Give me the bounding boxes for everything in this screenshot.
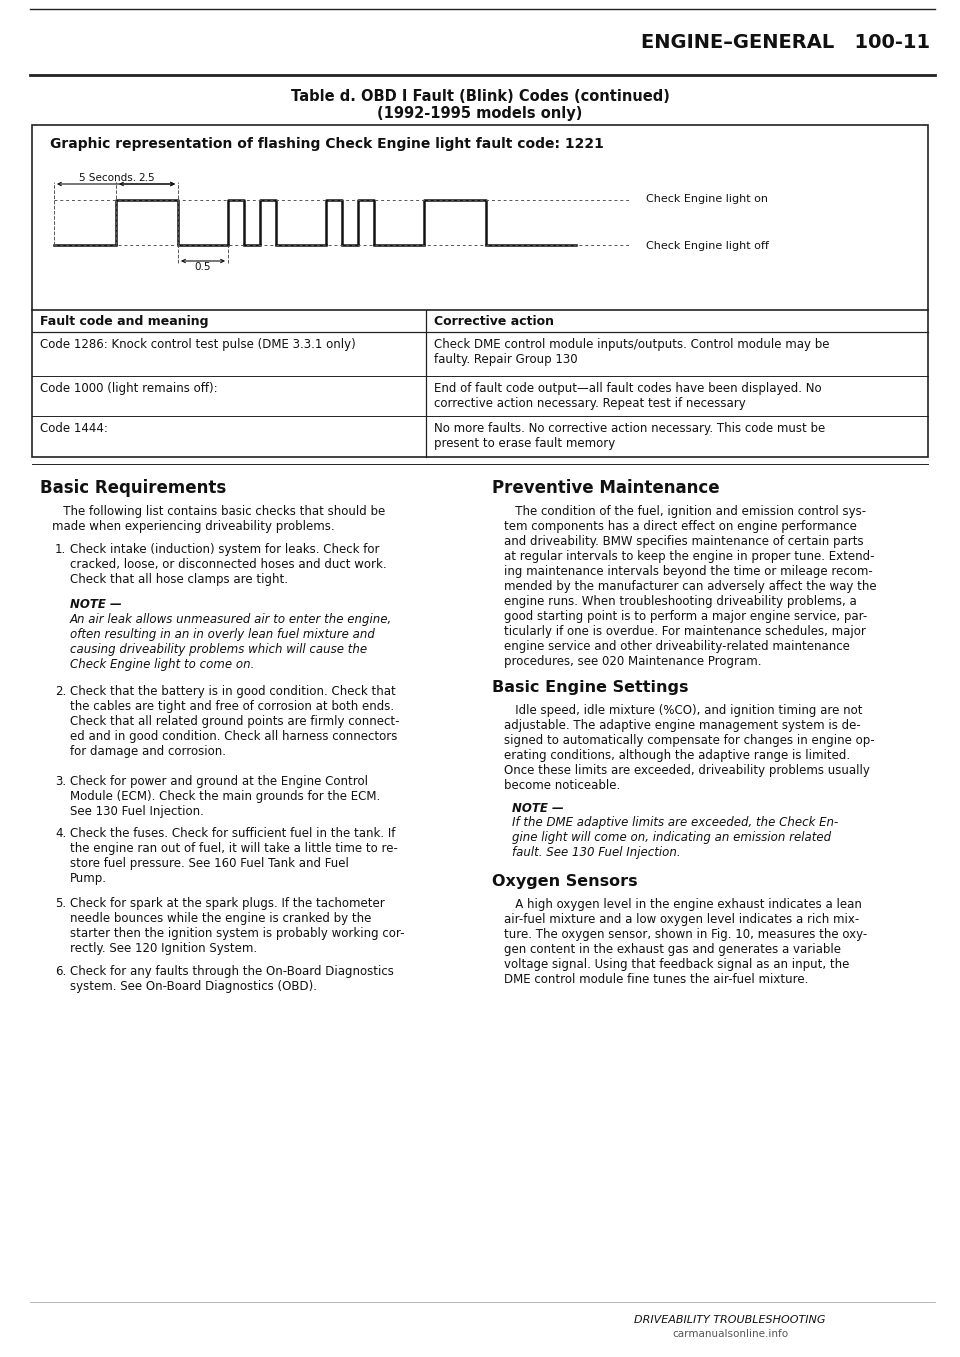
Text: A high oxygen level in the engine exhaust indicates a lean
air-fuel mixture and : A high oxygen level in the engine exhaus… — [504, 898, 867, 987]
Text: 5.: 5. — [55, 897, 66, 911]
Text: Preventive Maintenance: Preventive Maintenance — [492, 479, 720, 497]
Text: Check for any faults through the On-Board Diagnostics
system. See On-Board Diagn: Check for any faults through the On-Boar… — [70, 965, 394, 993]
Text: Code 1000 (light remains off):: Code 1000 (light remains off): — [40, 383, 218, 395]
Text: NOTE —: NOTE — — [512, 802, 564, 816]
Text: If the DME adaptive limits are exceeded, the Check En-
gine light will come on, : If the DME adaptive limits are exceeded,… — [512, 816, 838, 859]
Text: Check that the battery is in good condition. Check that
the cables are tight and: Check that the battery is in good condit… — [70, 685, 399, 759]
Text: (1992-1995 models only): (1992-1995 models only) — [377, 106, 583, 121]
Text: 3.: 3. — [55, 775, 66, 788]
Text: NOTE —: NOTE — — [70, 598, 122, 611]
Text: The following list contains basic checks that should be
made when experiencing d: The following list contains basic checks… — [52, 505, 385, 533]
Text: 1.: 1. — [55, 543, 66, 556]
Text: 2.: 2. — [55, 685, 66, 697]
Text: Oxygen Sensors: Oxygen Sensors — [492, 874, 637, 889]
Text: DRIVEABILITY TROUBLESHOOTING: DRIVEABILITY TROUBLESHOOTING — [635, 1315, 826, 1324]
Text: Check Engine light off: Check Engine light off — [646, 242, 769, 251]
Text: No more faults. No corrective action necessary. This code must be
present to era: No more faults. No corrective action nec… — [434, 422, 826, 451]
Text: Check Engine light on: Check Engine light on — [646, 194, 768, 204]
Text: Check the fuses. Check for sufficient fuel in the tank. If
the engine ran out of: Check the fuses. Check for sufficient fu… — [70, 826, 397, 885]
Text: End of fault code output—all fault codes have been displayed. No
corrective acti: End of fault code output—all fault codes… — [434, 383, 822, 410]
Text: Basic Engine Settings: Basic Engine Settings — [492, 680, 688, 695]
Text: Code 1444:: Code 1444: — [40, 422, 108, 436]
Text: Graphic representation of flashing Check Engine light fault code: 1221: Graphic representation of flashing Check… — [50, 137, 604, 151]
Text: Table d. OBD I Fault (Blink) Codes (continued): Table d. OBD I Fault (Blink) Codes (cont… — [291, 90, 669, 104]
Text: 0.5: 0.5 — [195, 262, 211, 271]
Text: Code 1286: Knock control test pulse (DME 3.3.1 only): Code 1286: Knock control test pulse (DME… — [40, 338, 356, 351]
Bar — [32, 125, 928, 457]
Text: Check DME control module inputs/outputs. Control module may be
faulty. Repair Gr: Check DME control module inputs/outputs.… — [434, 338, 829, 366]
Text: Basic Requirements: Basic Requirements — [40, 479, 227, 497]
Text: Corrective action: Corrective action — [434, 315, 554, 328]
Text: Fault code and meaning: Fault code and meaning — [40, 315, 208, 328]
Text: Idle speed, idle mixture (%CO), and ignition timing are not
adjustable. The adap: Idle speed, idle mixture (%CO), and igni… — [504, 704, 875, 792]
Text: Check intake (induction) system for leaks. Check for
cracked, loose, or disconne: Check intake (induction) system for leak… — [70, 543, 387, 586]
Text: 6.: 6. — [55, 965, 66, 978]
Text: An air leak allows unmeasured air to enter the engine,
often resulting in an in : An air leak allows unmeasured air to ent… — [70, 613, 393, 670]
Text: Check for power and ground at the Engine Control
Module (ECM). Check the main gr: Check for power and ground at the Engine… — [70, 775, 380, 818]
Text: The condition of the fuel, ignition and emission control sys-
tem components has: The condition of the fuel, ignition and … — [504, 505, 876, 668]
Text: Check for spark at the spark plugs. If the tachometer
needle bounces while the e: Check for spark at the spark plugs. If t… — [70, 897, 404, 955]
Text: 4.: 4. — [55, 826, 66, 840]
Text: carmanualsonline.info: carmanualsonline.info — [672, 1329, 788, 1339]
Text: 5 Seconds.: 5 Seconds. — [80, 172, 136, 183]
Text: 2.5: 2.5 — [138, 172, 156, 183]
Text: ENGINE–GENERAL   100-11: ENGINE–GENERAL 100-11 — [641, 33, 930, 52]
